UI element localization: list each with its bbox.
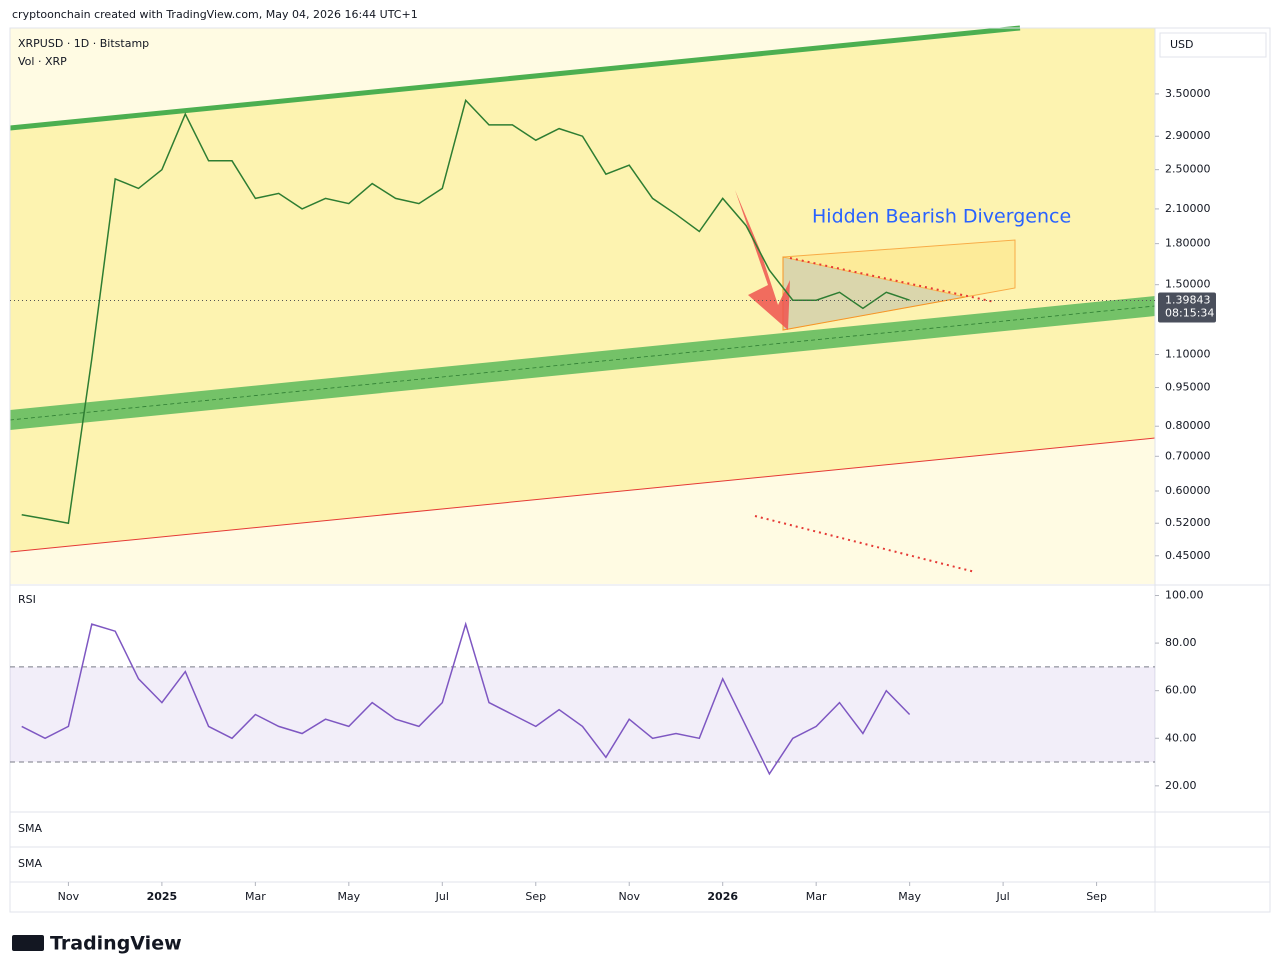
y-tick-label: 100.00 bbox=[1165, 589, 1204, 602]
x-tick-label: Sep bbox=[1086, 890, 1107, 903]
x-tick-label: 2026 bbox=[707, 890, 738, 903]
divergence-line bbox=[789, 257, 996, 303]
annotation: Hidden Bearish Divergence bbox=[812, 206, 1071, 228]
rsi-band bbox=[10, 666, 1155, 763]
sma-title: SMA bbox=[18, 857, 42, 870]
y-tick-label: 3.50000 bbox=[1165, 87, 1211, 100]
x-tick-label: Mar bbox=[806, 890, 827, 903]
x-tick-label: Nov bbox=[58, 890, 80, 903]
triangle bbox=[782, 256, 966, 331]
y-tick-label: 0.95000 bbox=[1165, 381, 1211, 394]
channel-top bbox=[9, 25, 1021, 131]
channel-fill bbox=[10, 28, 1155, 552]
y-tick-label: 2.10000 bbox=[1165, 202, 1211, 215]
y-tick-label: 0.45000 bbox=[1165, 549, 1211, 562]
frame bbox=[9, 27, 1271, 913]
y-tick-label: 0.52000 bbox=[1165, 516, 1211, 529]
x-tick-label: Jul bbox=[995, 890, 1009, 903]
logo: TradingView bbox=[50, 933, 182, 955]
rsi-pane bbox=[10, 586, 1155, 812]
header-title: cryptoonchain created with TradingView.c… bbox=[12, 8, 418, 21]
y-tick-label: 0.70000 bbox=[1165, 449, 1211, 462]
drop-arrow bbox=[735, 190, 790, 330]
volume-label: Vol · XRP bbox=[18, 55, 67, 68]
y-tick-label: 80.00 bbox=[1165, 636, 1197, 649]
volume-divergence bbox=[754, 515, 976, 573]
price-line bbox=[21, 98, 910, 525]
x-tick-label: May bbox=[898, 890, 921, 903]
last-price-box bbox=[1158, 292, 1216, 323]
x-tick-label: May bbox=[337, 890, 360, 903]
x-tick-label: Mar bbox=[245, 890, 266, 903]
y-tick-label: 40.00 bbox=[1165, 731, 1197, 744]
last-price: 1.39843 bbox=[1165, 293, 1211, 306]
sma-title: SMA bbox=[18, 822, 42, 835]
y-tick-label: 1.50000 bbox=[1165, 278, 1211, 291]
y-tick-label: 1.10000 bbox=[1165, 348, 1211, 361]
y-tick-label: 1.80000 bbox=[1165, 237, 1211, 250]
y-tick-label: 20.00 bbox=[1165, 779, 1197, 792]
symbol-title: XRPUSD · 1D · Bitstamp bbox=[18, 37, 149, 50]
x-tick-label: Nov bbox=[619, 890, 641, 903]
y-tick-label: 0.80000 bbox=[1165, 419, 1211, 432]
currency-box[interactable] bbox=[1159, 32, 1267, 58]
channel-bottom bbox=[9, 437, 1156, 553]
x-tick-label: Sep bbox=[525, 890, 546, 903]
rsi-title: RSI bbox=[18, 593, 36, 606]
support-mid bbox=[9, 305, 1156, 421]
y-tick-label: 2.90000 bbox=[1165, 129, 1211, 142]
x-tick-label: Jul bbox=[435, 890, 449, 903]
logo-icon bbox=[12, 935, 44, 951]
y-tick-label: 60.00 bbox=[1165, 684, 1197, 697]
price-line bbox=[21, 621, 911, 776]
y-tick-label: 2.50000 bbox=[1165, 163, 1211, 176]
currency: USD bbox=[1170, 38, 1194, 51]
y-tick-label: 0.60000 bbox=[1165, 484, 1211, 497]
countdown: 08:15:34 bbox=[1165, 306, 1214, 319]
x-tick-label: 2025 bbox=[147, 890, 178, 903]
